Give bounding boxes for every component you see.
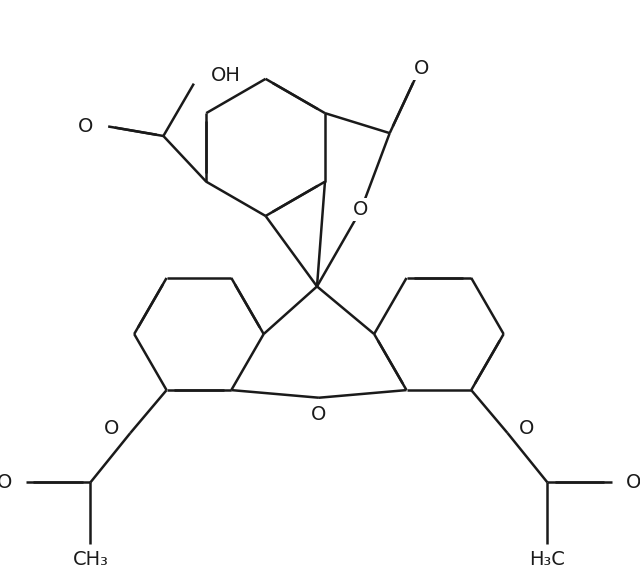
Text: O: O	[353, 201, 369, 219]
Text: O: O	[311, 405, 326, 425]
Text: O: O	[0, 473, 12, 492]
Text: O: O	[519, 419, 534, 438]
Text: CH₃: CH₃	[72, 550, 108, 569]
Text: OH: OH	[211, 66, 241, 85]
Text: O: O	[77, 117, 93, 136]
Text: H₃C: H₃C	[529, 550, 565, 569]
Text: O: O	[104, 419, 119, 438]
Text: O: O	[625, 473, 640, 492]
Text: O: O	[413, 59, 429, 78]
